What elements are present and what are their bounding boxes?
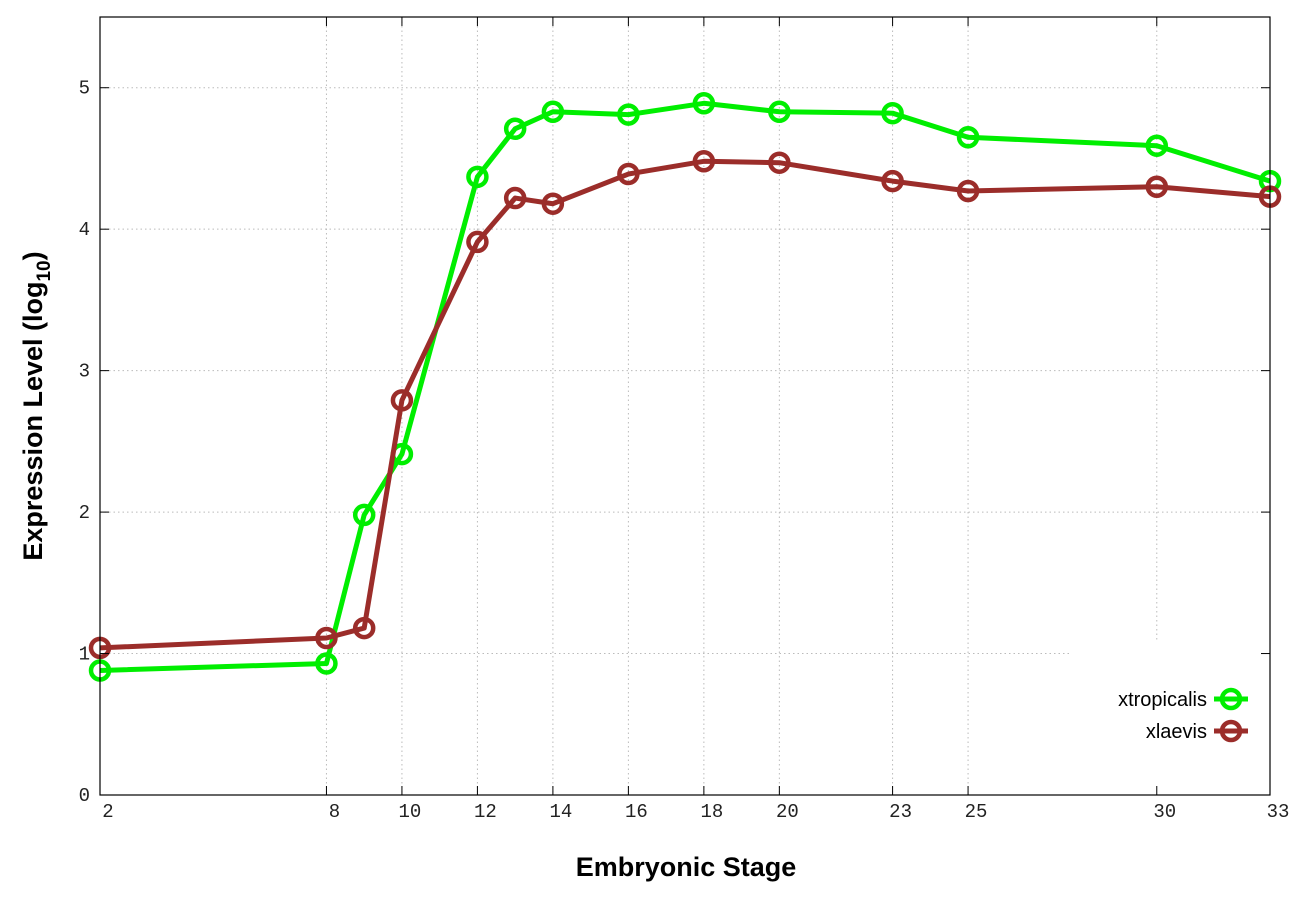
x-tick-label: 25: [965, 801, 988, 823]
x-tick-label: 30: [1153, 801, 1176, 823]
y-tick-label: 0: [79, 785, 90, 807]
data-point: [617, 103, 640, 126]
data-point: [315, 652, 338, 675]
plot-area: [88, 92, 1282, 682]
data-point: [466, 230, 489, 254]
data-point: [503, 186, 527, 210]
data-point: [617, 162, 640, 186]
data-point: [352, 503, 376, 527]
y-tick-label: 1: [79, 644, 90, 666]
legend-label: xtropicalis: [1118, 689, 1207, 711]
legend-box: [1072, 640, 1269, 794]
legend-label: xlaevis: [1146, 721, 1207, 743]
data-point: [768, 151, 791, 174]
data-point: [692, 92, 716, 115]
data-point: [1145, 175, 1169, 198]
data-point: [352, 616, 376, 640]
x-tick-label: 14: [549, 801, 572, 823]
y-axis-label: Expression Level (log10): [18, 251, 55, 560]
data-point: [881, 169, 904, 193]
data-point: [466, 165, 489, 189]
data-point: [541, 100, 565, 124]
series-line: [99, 158, 1271, 651]
y-tick-label: 5: [79, 78, 90, 100]
legend-marker: [1219, 719, 1243, 743]
x-tick-label: 16: [625, 801, 648, 823]
data-point: [315, 626, 338, 650]
x-tick-label: 23: [889, 801, 912, 823]
data-point: [541, 192, 565, 215]
x-tick-label: 12: [474, 801, 497, 823]
y-label-main: Expression Level (log: [18, 282, 48, 561]
data-point: [390, 389, 414, 412]
y-tick-label: 3: [79, 361, 90, 383]
x-tick-label: 20: [776, 801, 799, 823]
data-point: [692, 150, 716, 173]
data-point: [956, 125, 980, 149]
x-tick-label: 33: [1267, 801, 1290, 823]
data-point: [503, 117, 527, 140]
legend-marker: [1219, 687, 1243, 711]
data-point: [1145, 134, 1169, 157]
y-tick-label: 4: [79, 219, 90, 241]
x-tick-label: 8: [329, 801, 340, 823]
x-axis-label: Embryonic Stage: [576, 852, 797, 882]
y-tick-label: 2: [79, 502, 90, 524]
y-label-sub: 10: [34, 260, 55, 281]
series-line: [99, 100, 1271, 674]
x-tick-label: 10: [399, 801, 422, 823]
plot-frame: [99, 16, 1271, 796]
data-point: [956, 179, 980, 203]
data-point: [881, 101, 904, 125]
y-label-end: ): [18, 251, 48, 260]
data-point: [768, 100, 791, 124]
x-tick-label: 18: [700, 801, 723, 823]
x-tick-label: 2: [102, 801, 113, 823]
